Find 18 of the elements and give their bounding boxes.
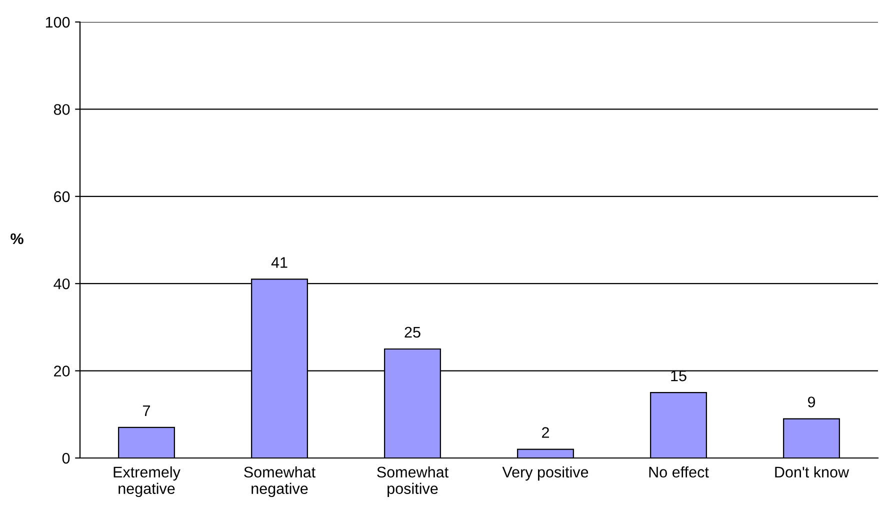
- y-tick-label: 20: [54, 366, 70, 376]
- data-label: 25: [404, 326, 420, 338]
- data-label: 2: [542, 427, 549, 438]
- data-label: 7: [143, 405, 150, 416]
- x-tick-label: No effect: [649, 466, 709, 478]
- y-tick-label: 100: [46, 16, 70, 28]
- y-axis-title: %: [10, 233, 24, 244]
- y-tick-label: 60: [54, 191, 70, 202]
- x-tick-label: Somewhat positive: [377, 466, 448, 498]
- data-label: 9: [808, 396, 816, 408]
- y-tick-label: 40: [54, 278, 70, 290]
- x-tick-label: Don't know: [775, 466, 850, 478]
- x-tick-label: Extremely negative: [114, 466, 180, 498]
- y-tick-label: 0: [62, 452, 70, 464]
- x-tick-label: Somewhat negative: [244, 466, 316, 498]
- data-label: 41: [271, 257, 288, 268]
- y-tick-label: 80: [54, 104, 70, 115]
- x-tick-label: Very positive: [502, 466, 588, 481]
